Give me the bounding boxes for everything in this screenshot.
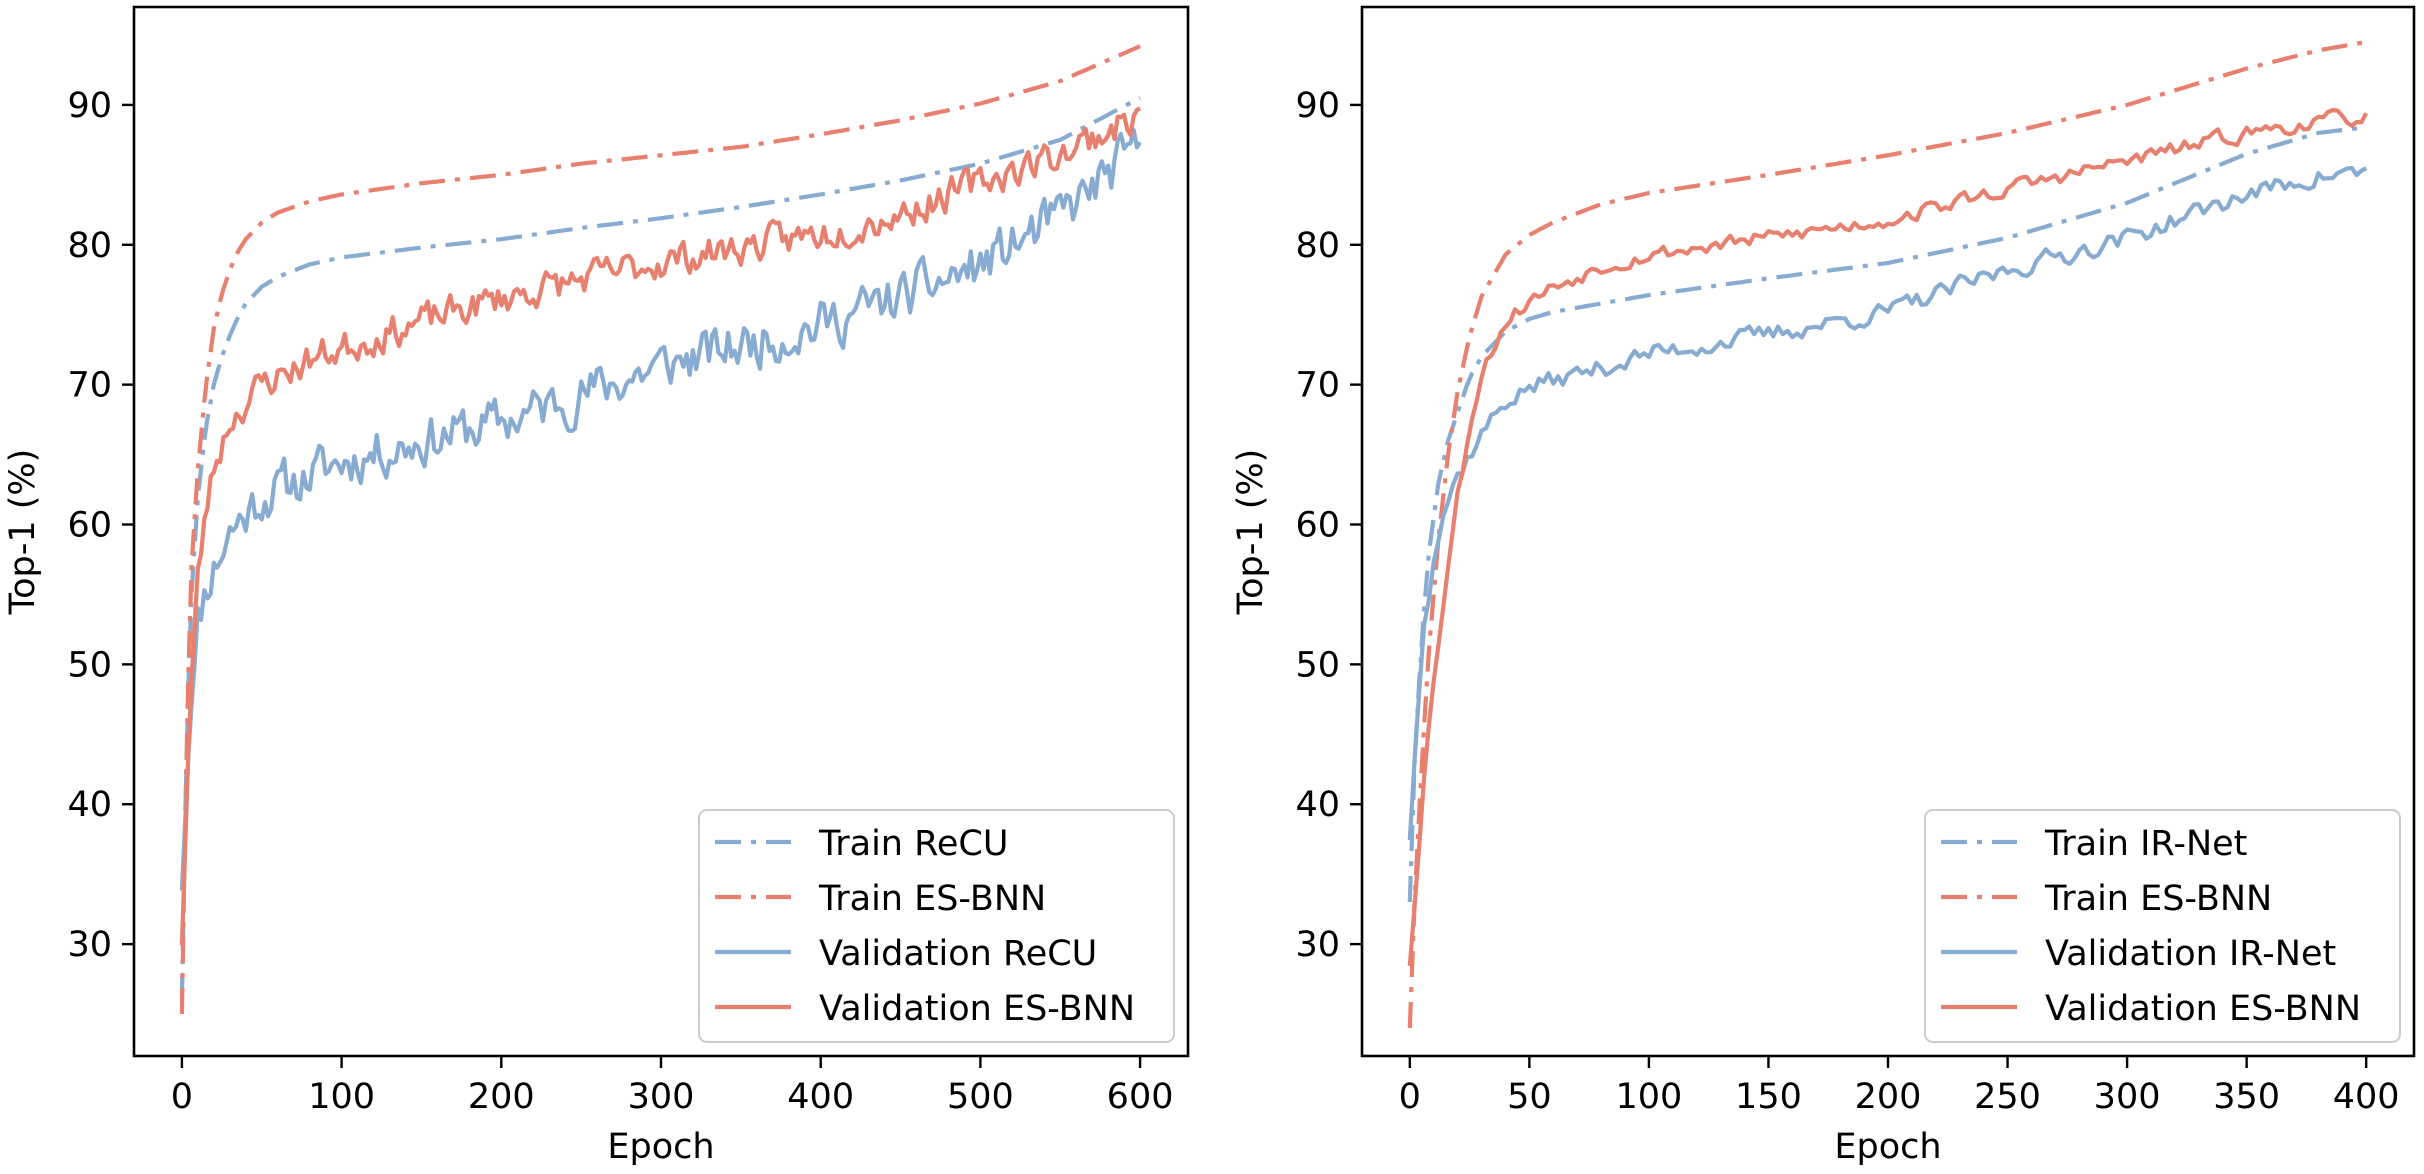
y-tick-label: 30 [67,925,112,965]
x-axis-label: Epoch [1834,1127,1941,1167]
x-tick-label: 400 [2333,1077,2400,1117]
y-axis-label: Top-1 (%) [1231,449,1271,616]
x-tick-label: 50 [1507,1077,1552,1117]
legend-label: Train ES-BNN [818,879,1046,919]
series-line-validation-es-bnn [179,106,1141,946]
legend-label: Train IR-Net [2044,824,2247,864]
x-tick-label: 300 [2094,1077,2161,1117]
y-tick-label: 70 [1295,366,1340,406]
legend-label: Validation ReCU [819,934,1097,974]
y-tick-label: 50 [1295,645,1340,685]
legend-box [698,809,1175,1043]
series-line-validation-ir-net [1407,165,2368,841]
y-tick-label: 60 [1295,506,1340,546]
y-tick-label: 80 [1295,226,1340,266]
y-tick-label: 90 [67,86,112,126]
legend-label: Validation IR-Net [2045,934,2336,974]
x-tick-label: 300 [628,1077,695,1117]
x-tick-label: 0 [1399,1077,1421,1117]
series-line-train-es-bnn [1407,39,2367,1029]
x-tick-label: 350 [2213,1077,2280,1117]
series-line-validation-recu [179,127,1142,891]
y-tick-label: 30 [1295,925,1340,965]
x-tick-label: 200 [468,1077,535,1117]
y-tick-label: 80 [67,226,112,266]
y-axis-label: Top-1 (%) [3,449,43,616]
x-tick-label: 250 [1974,1077,2041,1117]
x-tick-label: 200 [1855,1077,1922,1117]
series-line-validation-es-bnn [1407,108,2369,966]
chart-panel-1: 0 100 200 300 400 500 600 30 40 50 60 70 80 90 Epoch To… [3,5,1190,1167]
x-tick-label: 400 [787,1077,854,1117]
series-line-train-es-bnn [179,44,1141,1015]
legend-label: Validation ES-BNN [819,989,1135,1029]
y-tick-label: 40 [67,785,112,825]
series-line-train-ir-net [1407,125,2367,903]
legend: Train IR-Net Train ES-BNN Validation IR-Ne… [1924,809,2401,1043]
x-tick-label: 100 [1616,1077,1683,1117]
legend-box [1924,809,2401,1043]
legend-label: Validation ES-BNN [2045,989,2361,1029]
x-tick-label: 150 [1735,1077,1802,1117]
legend-label: Train ReCU [818,824,1008,864]
series-line-train-recu [179,96,1142,1001]
x-axis-label: Epoch [607,1127,714,1167]
x-tick-label: 0 [171,1077,193,1117]
chart-panel-2: 0 50 100 150 200 250 300 350 400 30 40 50 60 70 80 90 Ep… [1231,5,2416,1167]
legend-label: Train ES-BNN [2044,879,2272,919]
y-tick-label: 60 [67,506,112,546]
y-tick-label: 90 [1295,86,1340,126]
legend: Train ReCU Train ES-BNN Validation ReCU Val… [698,809,1175,1043]
y-tick-label: 50 [67,645,112,685]
y-tick-label: 40 [1295,785,1340,825]
x-tick-label: 600 [1107,1077,1174,1117]
x-tick-label: 500 [947,1077,1014,1117]
y-tick-label: 70 [67,366,112,406]
x-tick-label: 100 [308,1077,375,1117]
